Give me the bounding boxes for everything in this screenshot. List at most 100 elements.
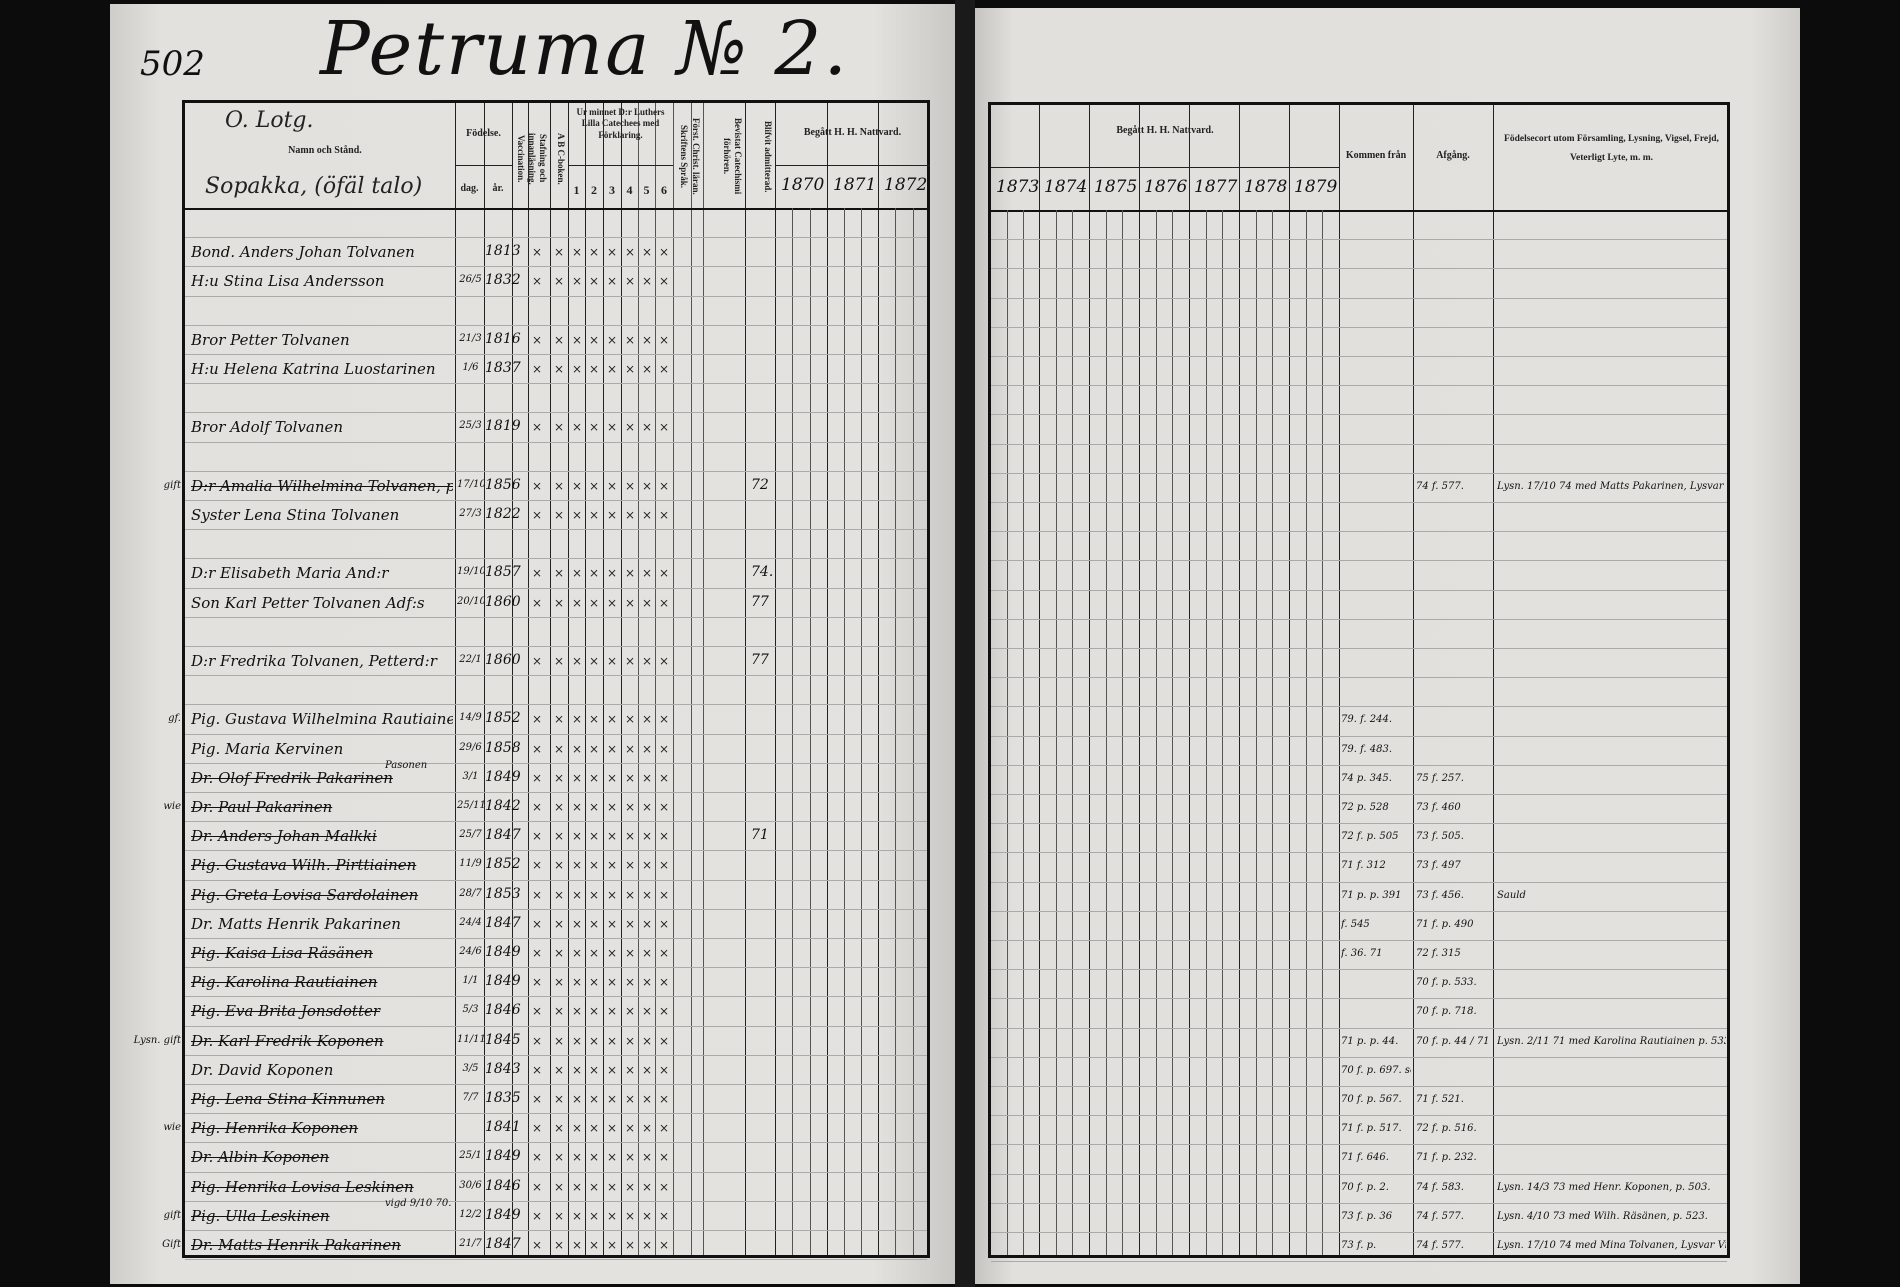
tick-mark-icon: × [625,362,636,376]
birth-year: 1842 [485,798,521,814]
birth-day: 25/1 [459,1150,482,1162]
tick-mark-icon: × [554,245,565,260]
person-name: Pig. Eva Brita Jonsdotter [191,1002,381,1021]
tick-mark-icon: × [607,1150,618,1165]
ruled-line [991,618,1727,620]
tick-mark-icon: × [572,1179,583,1194]
tick-mark-icon: × [625,916,636,931]
birth-day: 28/7 [459,887,482,899]
header-divider [185,208,927,210]
name-annotation: Pasonen [385,759,428,771]
departure: 74 f. 577. [1416,480,1464,492]
ruled-line [185,1142,927,1144]
ruled-line [185,646,927,647]
tick-mark-icon: × [625,887,636,902]
tick-mark-icon: × [625,1150,636,1165]
person-name: Dr. Paul Pakarinen [191,798,333,816]
tick-mark-icon: × [607,1208,618,1223]
tick-mark-icon: × [572,858,583,873]
ruled-line [991,1232,1727,1233]
column-divider [1039,105,1040,1255]
tick-mark-icon: × [659,274,670,289]
person-name: Bror Adolf Tolvanen [191,418,344,437]
tick-mark-icon: × [532,595,543,610]
year-header: 1874 [1044,177,1088,197]
ruled-line [991,502,1727,503]
tick-mark-icon: × [625,420,636,435]
tick-mark-icon: × [572,508,583,522]
tick-mark-icon: × [607,975,618,990]
sub-column-divider [1122,210,1124,1255]
folio-number: 502 [140,44,205,84]
tick-mark-icon: × [607,1062,618,1077]
column-divider [638,103,639,1255]
person-name: Pig. Kaisa Lisa Räsänen [191,944,373,962]
ruled-line [185,1084,927,1085]
tick-mark-icon: × [642,508,653,522]
ruled-line [185,383,927,385]
tick-mark-icon: × [607,712,618,727]
sub-column-divider [861,208,862,1255]
tick-mark-icon: × [642,712,653,727]
ruled-line [991,910,1727,912]
departure: 72 f. 315 [1416,948,1461,959]
ruled-line [991,356,1727,357]
tick-mark-icon: × [532,829,543,844]
tick-mark-icon: × [659,741,670,756]
ruled-line [185,733,927,735]
ruled-line [185,1054,927,1056]
year-header: 1871 [833,175,877,195]
column-divider [512,103,513,1255]
sub-column-divider [1272,210,1274,1255]
tick-mark-icon: × [625,1062,636,1077]
ruled-line [991,1086,1727,1087]
departure: 70 f. p. 718. [1416,1006,1477,1018]
tick-mark-icon: × [589,274,600,289]
tick-mark-icon: × [532,1150,543,1165]
tick-mark-icon: × [554,1121,565,1136]
tick-mark-icon: × [572,420,583,435]
birth-day: 22/1 [459,654,482,665]
year-header: 1879 [1294,177,1338,197]
birth-day: 25/7 [459,829,482,841]
tick-mark-icon: × [589,800,600,814]
tick-mark-icon: × [607,508,618,522]
catechism-part-header: 4 [626,183,633,197]
tick-mark-icon: × [572,800,583,814]
spelling-header: Stafning och innanläsning. [526,132,548,185]
tick-mark-icon: × [554,741,565,756]
tick-mark-icon: × [554,1033,565,1048]
came-from: 73 f. p. [1341,1240,1377,1251]
header-divider [991,210,1727,212]
tick-mark-icon: × [642,829,653,844]
ruled-line [991,297,1727,299]
column-divider [1189,105,1190,1255]
came-from: 70 f. p. 2. [1341,1181,1389,1193]
came-from: 74 p. 345. [1341,772,1392,784]
remarks: Lysn. 17/10 74 med Mina Tolvanen, Lysvar… [1497,1240,1726,1251]
birth-day: 12/2 [459,1208,482,1220]
came-from: 71 f. 646. [1341,1152,1389,1164]
tick-mark-icon: × [607,1033,618,1048]
person-name: Pig. Gustava Wilh. Pirttiainen [191,856,417,875]
ruled-line [185,821,927,823]
tick-mark-icon: × [554,1179,565,1194]
birth-year: 1857 [485,564,521,581]
remarks: Lysn. 4/10 73 med Wilh. Räsänen, p. 523. [1497,1210,1708,1222]
tick-mark-icon: × [607,946,618,960]
tick-mark-icon: × [607,478,618,493]
tick-mark-icon: × [532,1121,543,1136]
tick-mark-icon: × [607,362,618,376]
birth-day: 17/10 [457,478,484,490]
tick-mark-icon: × [589,1092,600,1106]
column-divider [1339,105,1340,1255]
catechism-part-header: 6 [661,183,667,197]
tick-mark-icon: × [607,1092,618,1106]
year-header: 1876 [1144,177,1188,197]
ruled-line [991,764,1727,766]
catechism-part-header: 2 [591,183,597,197]
birth-year: 1860 [485,652,521,668]
column-divider [878,103,879,1255]
tick-mark-icon: × [589,887,600,902]
tick-mark-icon: × [589,508,600,522]
